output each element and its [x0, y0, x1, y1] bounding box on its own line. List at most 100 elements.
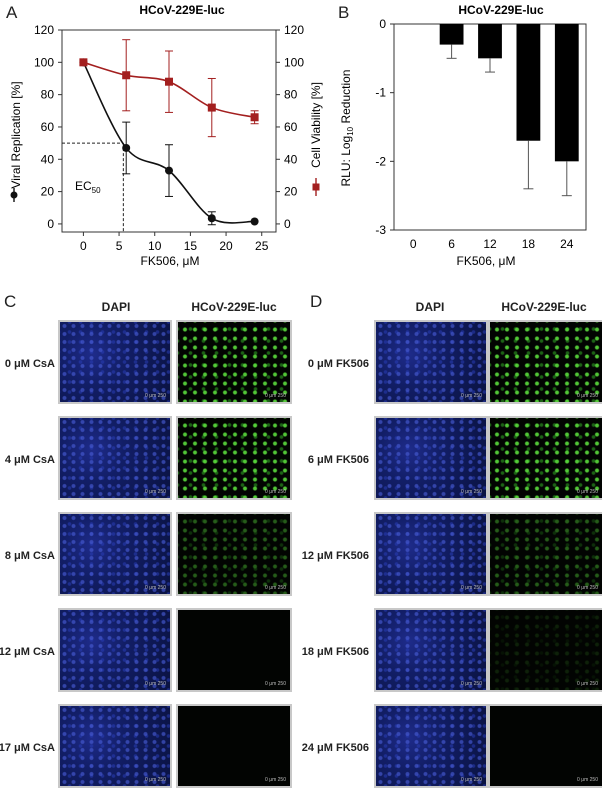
ec50-label: EC50 [75, 179, 101, 195]
chart-b-title: HCoV-229E-luc [458, 3, 544, 17]
chart-a-xlabel: FK506, μM [141, 254, 200, 268]
scale-bar-label: 0 μm 250 [145, 681, 166, 687]
chart-a-title: HCoV-229E-luc [139, 3, 225, 17]
chart-b-xlabel: FK506, μM [457, 254, 516, 268]
grid-d-col-dapi: DAPI [415, 300, 445, 314]
ec50-label-sub: 50 [92, 186, 101, 195]
panel-letter-d: D [310, 292, 323, 311]
data-point-circle [122, 143, 131, 152]
chart-a-x-tick-label: 20 [219, 239, 233, 253]
bar [554, 24, 579, 162]
scale-bar-label: 0 μm 250 [461, 393, 482, 399]
scale-bar-label: 0 μm 250 [265, 393, 286, 399]
grid-d-virus-image: 0 μm 250 [488, 704, 602, 788]
data-point-square [165, 77, 173, 86]
grid-d-row-label: 0 μM FK506 [307, 358, 369, 370]
panel-letter-c: C [4, 292, 17, 311]
panel-letter-b: B [338, 3, 350, 22]
grid-c-virus-image: 0 μm 250 [176, 512, 292, 596]
data-point-square [122, 71, 131, 80]
scale-bar-label: 0 μm 250 [265, 777, 286, 783]
chart-a-x-tick-label: 0 [80, 239, 87, 253]
grid-c-col-dapi: DAPI [101, 300, 131, 314]
grid-c-virus-image: 0 μm 250 [176, 320, 292, 404]
scale-bar-label: 0 μm 250 [145, 393, 166, 399]
chart-a-y-tick-label-left: 20 [41, 185, 55, 199]
chart-b-x-tick-label: 18 [522, 237, 536, 251]
chart-b: HCoV-229E-luc 0-1-2-30 6 12 18 24 FK506, μM … [339, 3, 587, 268]
chart-a-y-tick-label-right: 60 [284, 120, 298, 134]
chart-b-ylabel-main: RLU: Log [339, 136, 353, 187]
grid-c-row-label: 4 μM CsA [4, 454, 55, 466]
chart-b-x-tick-label: 24 [560, 237, 574, 251]
chart-a-y-tick-label-left: 0 [47, 217, 54, 231]
grid-c-row-label: 0 μM CsA [4, 358, 55, 370]
chart-a-y-tick-label-right: 0 [284, 217, 291, 231]
chart-a-y-tick-label-left: 40 [41, 152, 55, 166]
grid-d-dapi-image: 0 μm 250 [374, 416, 488, 500]
legend-marker-viability [312, 183, 320, 191]
grid-d-row-label: 12 μM FK506 [301, 550, 369, 562]
grid-d-virus-image: 0 μm 250 [488, 512, 602, 596]
chart-a-ylabel-left: Viral Replication [%] [9, 81, 23, 188]
chart-a-x-tick-label: 10 [148, 239, 162, 253]
bar [439, 24, 464, 45]
chart-a-x-tick-label: 5 [116, 239, 123, 253]
grid-d-virus-image: 0 μm 250 [488, 416, 602, 500]
chart-b-y-tick-label: -3 [375, 223, 386, 237]
scale-bar-label: 0 μm 250 [145, 489, 166, 495]
scale-bar-label: 0 μm 250 [461, 681, 482, 687]
chart-a-y-tick-label-right: 120 [284, 23, 304, 37]
grid-c-dapi-image: 0 μm 250 [58, 320, 172, 404]
chart-a-y-tick-label-right: 80 [284, 88, 298, 102]
data-point-circle [250, 217, 259, 226]
chart-a-y-tick-label-right: 20 [284, 185, 298, 199]
chart-a-y-tick-label-left: 80 [41, 88, 55, 102]
ec50-label-main: EC [75, 179, 92, 193]
legend-marker-viral [10, 191, 18, 199]
grid-c-virus-image: 0 μm 250 [176, 608, 292, 692]
chart-b-ylabel: RLU: Log10 Reduction [339, 70, 355, 187]
chart-a-frame [61, 29, 277, 233]
grid-d-dapi-image: 0 μm 250 [374, 512, 488, 596]
grid-d-virus-image: 0 μm 250 [488, 608, 602, 692]
scale-bar-label: 0 μm 250 [145, 585, 166, 591]
grid-c-dapi-image: 0 μm 250 [58, 608, 172, 692]
chart-a-y-tick-label-right: 100 [284, 55, 304, 69]
data-point-square [207, 103, 216, 112]
grid-c-virus-image: 0 μm 250 [176, 704, 292, 788]
data-point-square [79, 58, 88, 67]
grid-c-row-label: 12 μM CsA [0, 646, 55, 658]
grid-d-dapi-image: 0 μm 250 [374, 608, 488, 692]
chart-a: HCoV-229E-luc 0 5 10 15 20 25 0 0 20 20 40 40 60 60 80… [9, 3, 323, 268]
scale-bar-label: 0 μm 250 [265, 489, 286, 495]
chart-b-ylabel-tail: Reduction [339, 70, 353, 127]
chart-a-y-tick-label-right: 40 [284, 152, 298, 166]
scale-bar-label: 0 μm 250 [145, 777, 166, 783]
bar [478, 24, 502, 59]
chart-a-y-tick-label-left: 100 [34, 55, 54, 69]
chart-a-y-tick-label-left: 60 [41, 120, 55, 134]
scale-bar-label: 0 μm 250 [577, 393, 598, 399]
grid-c-dapi-image: 0 μm 250 [58, 416, 172, 500]
grid-d-row-label: 6 μM FK506 [307, 454, 369, 466]
grid-c-row-label: 17 μM CsA [0, 742, 55, 754]
scale-bar-label: 0 μm 250 [577, 681, 598, 687]
grid-c-row-label: 8 μM CsA [4, 550, 55, 562]
chart-b-y-tick-label: 0 [379, 17, 386, 31]
data-point-circle [207, 214, 216, 223]
grid-d-row-label: 18 μM FK506 [301, 646, 369, 658]
bar [516, 24, 541, 141]
grid-d-dapi-image: 0 μm 250 [374, 704, 488, 788]
grid-c-dapi-image: 0 μm 250 [58, 704, 172, 788]
data-point-square [250, 113, 259, 122]
chart-a-x-tick-label: 25 [255, 239, 269, 253]
grid-d-row-label: 24 μM FK506 [301, 742, 369, 754]
scale-bar-label: 0 μm 250 [461, 489, 482, 495]
panel-letter-a: A [6, 3, 18, 22]
grid-c-dapi-image: 0 μm 250 [58, 512, 172, 596]
grid-d-virus-image: 0 μm 250 [488, 320, 602, 404]
chart-b-ylabel-sub: 10 [346, 126, 355, 135]
grid-c-virus-image: 0 μm 250 [176, 416, 292, 500]
chart-b-x-tick-label: 6 [448, 237, 455, 251]
